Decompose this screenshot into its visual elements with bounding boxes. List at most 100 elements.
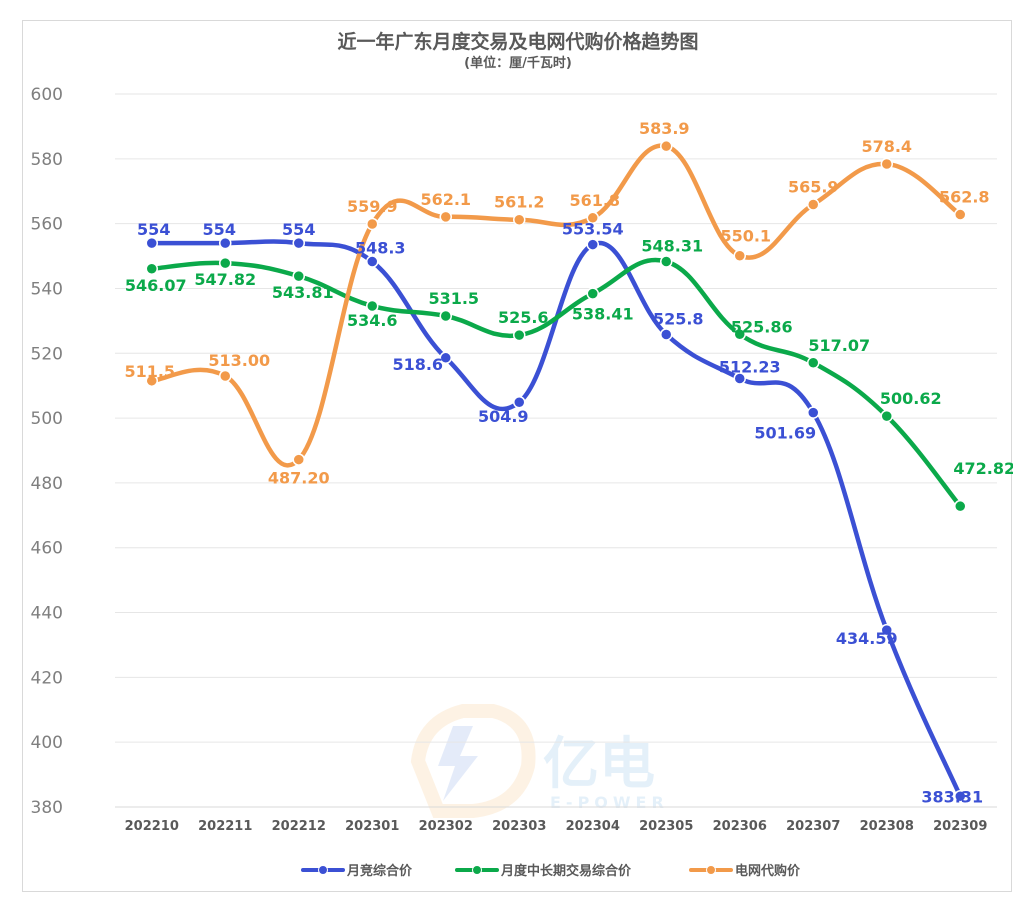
y-tick-label: 540 [31,279,63,299]
y-tick-label: 560 [31,215,63,235]
x-tick-label: 202211 [198,819,252,834]
data-point [145,236,158,250]
chart-frame: 亿电 E-POWER 近一年广东月度交易及电网代购价格趋势图 (单位：厘/千瓦时… [22,20,1013,892]
data-point [807,198,820,211]
data-label: 517.07 [808,336,870,355]
data-label: 543.81 [272,283,334,302]
data-label: 518.6 [392,355,443,374]
data-point [880,409,893,423]
data-label: 562.8 [939,188,990,207]
data-label: 513.00 [208,351,270,370]
data-label: 550.1 [720,227,771,246]
line-chart: 亿电 E-POWER 近一年广东月度交易及电网代购价格趋势图 (单位：厘/千瓦时… [31,30,1013,879]
data-point [733,249,746,262]
data-point [660,139,673,153]
y-tick-label: 420 [31,668,63,688]
x-tick-label: 202301 [345,819,399,834]
data-point [219,236,232,250]
y-tick-label: 520 [31,344,63,364]
y-tick-label: 440 [31,604,63,624]
data-label: 554 [203,220,236,239]
data-label: 534.6 [347,311,398,330]
data-point [513,213,526,226]
data-label: 487.20 [268,469,330,488]
data-point [733,372,746,385]
data-label: 565.9 [788,178,839,197]
data-label: 583.9 [639,119,690,138]
legend-label: 月度中长期交易综合价 [500,863,632,879]
data-label: 383.31 [921,787,983,806]
x-tick-label: 202309 [933,819,987,834]
data-label: 554 [137,220,170,239]
y-tick-label: 460 [31,539,63,559]
data-point [145,262,158,276]
data-point [145,374,158,388]
watermark-text: 亿电 [543,732,655,797]
chart-title: 近一年广东月度交易及电网代购价格趋势图 [337,30,698,53]
data-label: 512.23 [719,357,781,376]
data-label: 546.07 [125,276,187,295]
watermark-logo: 亿电 E-POWER [410,704,664,818]
data-point [366,217,379,231]
data-point [807,356,820,370]
y-axis: 380 400 420 440 460 480 500 520 540 560 580 600 [31,85,63,818]
watermark-bolt-icon [438,726,478,801]
legend-marker [706,865,716,875]
data-label: 538.41 [572,305,634,324]
y-tick-label: 580 [31,150,63,170]
data-labels: 554 554 554 548.3 518.6 504.9 553.54 525.8 512.2… [124,119,1013,806]
data-point [660,328,673,341]
x-tick-label: 202210 [125,819,179,834]
legend-marker [318,865,328,875]
data-label: 434.59 [836,629,898,648]
data-label: 548.3 [355,239,406,258]
series-line [149,143,963,468]
y-tick-label: 500 [31,409,63,429]
data-point [954,208,967,221]
data-point [586,287,599,300]
x-tick-label: 202306 [713,819,767,834]
data-point [439,210,452,224]
chart-subtitle: (单位：厘/千瓦时) [464,55,572,71]
x-axis: 202210 202211 202212 202301 202302 202303 2023… [125,819,988,834]
x-tick-label: 202305 [639,819,693,834]
x-tick-label: 202304 [566,819,620,834]
legend-marker [472,865,482,875]
y-tick-label: 380 [31,798,63,818]
x-tick-label: 202307 [786,819,840,834]
data-point [807,406,820,419]
data-point [660,255,673,268]
data-point [954,499,967,513]
y-tick-label: 400 [31,733,63,753]
data-label: 578.4 [861,137,912,156]
data-point [586,238,599,251]
data-label: 500.62 [880,389,942,408]
data-point [292,236,305,250]
data-label: 561.2 [494,193,545,212]
data-point [733,328,746,341]
data-point [219,369,232,383]
legend-label: 月竞综合价 [346,863,413,879]
x-tick-label: 202302 [419,819,473,834]
data-label: 531.5 [428,289,479,308]
data-point [954,790,967,803]
legend-label: 电网代购价 [735,863,801,879]
y-tick-label: 480 [31,474,63,494]
data-point [292,269,305,283]
data-label: 561.8 [569,191,620,210]
data-label: 554 [282,220,315,239]
data-label: 525.86 [731,317,793,336]
x-tick-label: 202308 [860,819,914,834]
data-label: 501.69 [754,424,816,443]
grid-lines [115,93,997,808]
data-point [292,453,305,466]
data-point [366,255,379,268]
data-label: 553.54 [562,220,624,239]
watermark-d-icon [410,704,536,818]
series-points [145,139,967,803]
data-label: 562.1 [420,190,471,209]
data-label: 472.82 [953,459,1013,478]
data-point [439,309,452,323]
y-tick-label: 600 [31,85,63,105]
data-point [586,211,599,225]
